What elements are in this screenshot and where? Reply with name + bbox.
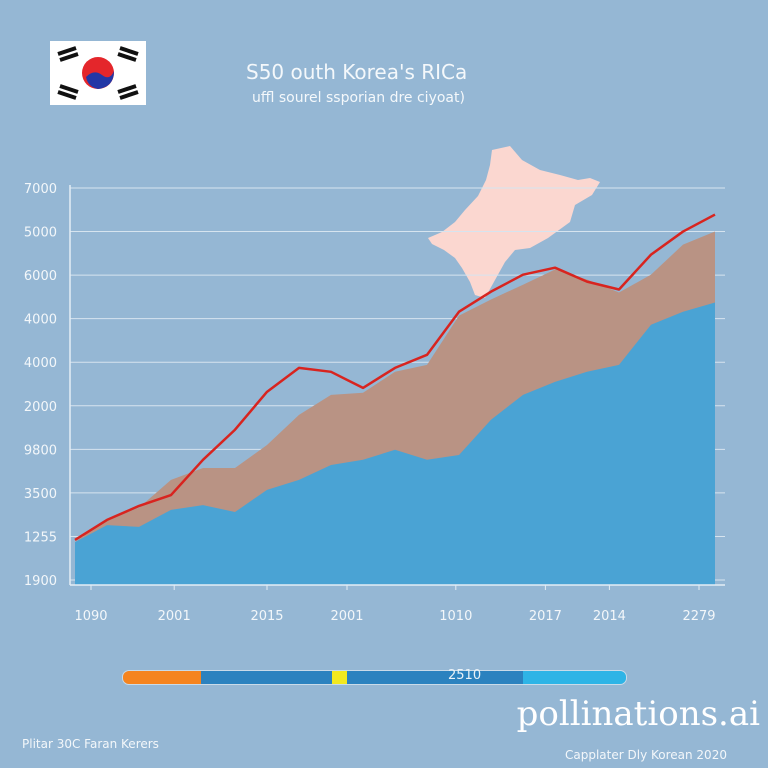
korea-map-shape: [428, 146, 600, 298]
y-tick-label: 1255: [24, 530, 57, 545]
chart-subtitle: uffl sourel ssporian dre ciyoat): [252, 90, 465, 106]
area-series-1: [75, 302, 715, 585]
footer-right-text: Capplater Dly Korean 2020: [565, 748, 727, 762]
x-tick-label: 2017: [529, 609, 562, 624]
progress-bar: [122, 670, 627, 685]
progress-bar-segment: [123, 671, 201, 684]
watermark: pollinations.ai: [516, 694, 760, 734]
footer-left-text: Plitar 30C Faran Kerers: [22, 737, 159, 751]
x-tick-label: 1010: [439, 609, 472, 624]
progress-bar-segment: [200, 671, 332, 684]
y-tick-label: 9800: [24, 443, 57, 458]
y-tick-label: 4000: [24, 313, 57, 328]
x-tick-label: 2001: [158, 609, 191, 624]
x-tick-label: 2014: [593, 609, 626, 624]
chart: 1900 1255 3500 9800 2000 4000 4000 6000 5000 7000…: [24, 146, 725, 624]
y-tick-label: 7000: [24, 182, 57, 197]
south-korea-flag: [50, 41, 146, 105]
line-series-2: [74, 213, 716, 541]
x-tick-label: 2015: [250, 609, 283, 624]
x-tick-label: 2279: [682, 609, 715, 624]
x-tick-label: 1090: [74, 609, 107, 624]
y-tick-label: 3500: [24, 487, 57, 502]
progress-bar-segment: [522, 671, 626, 684]
y-tick-label: 5000: [24, 226, 57, 241]
x-tick-label: 2001: [330, 609, 363, 624]
progress-bar-label: 2510: [448, 668, 482, 683]
y-tick-label: 2000: [24, 400, 57, 415]
progress-bar-segment: [346, 671, 523, 684]
progress-bar-segment: [331, 671, 347, 684]
chart-title: S50 outh Korea's RICa: [246, 60, 468, 84]
y-tick-label: 1900: [24, 574, 57, 589]
y-tick-label: 4000: [24, 356, 57, 371]
y-tick-label: 6000: [24, 269, 57, 284]
